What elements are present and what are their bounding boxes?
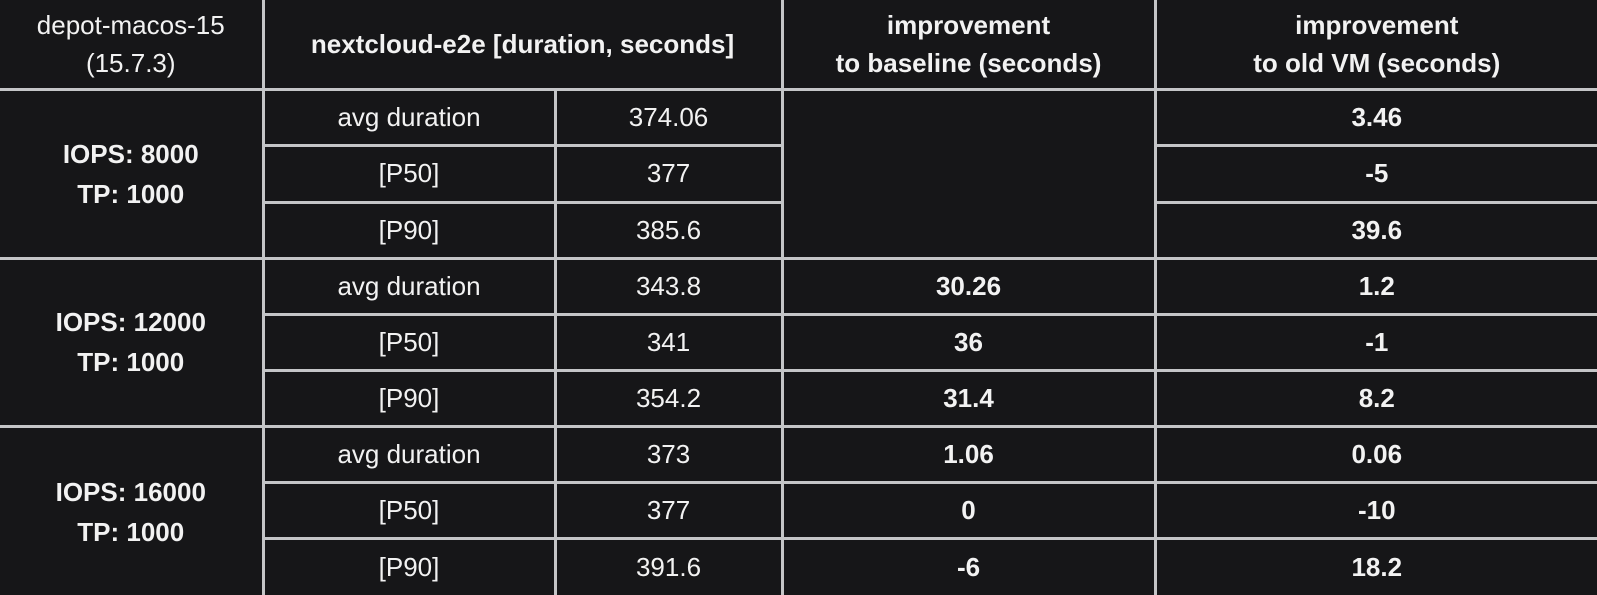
- group-label-iops-12000: IOPS: 12000 TP: 1000: [0, 256, 265, 429]
- header-improvement-oldvm-line2: to old VM (seconds): [1253, 48, 1501, 79]
- baseline-cell: -6: [780, 537, 1157, 595]
- header-improvement-baseline-line2: to baseline (seconds): [835, 48, 1102, 79]
- header-improvement-oldvm-line1: improvement: [1295, 10, 1459, 41]
- table-header-row: depot-macos-15 (15.7.3) nextcloud-e2e [d…: [0, 0, 1597, 92]
- group-label-iops-8000: IOPS: 8000 TP: 1000: [0, 88, 265, 260]
- header-improvement-baseline-line1: improvement: [886, 10, 1051, 41]
- table-row: [P90] 385.6 39.6: [0, 200, 1597, 260]
- baseline-cell: 30.26: [780, 256, 1157, 316]
- duration-cell: 385.6: [553, 200, 784, 260]
- baseline-cell: 36: [780, 312, 1157, 372]
- group-label-tp: TP: 1000: [77, 178, 185, 209]
- table-row: [P50] 377 0 -10: [0, 481, 1597, 541]
- table-row: [P90] 391.6 -6 18.2: [0, 537, 1597, 595]
- oldvm-cell: -5: [1153, 144, 1597, 204]
- table-row: [P50] 341 36 -1: [0, 312, 1597, 372]
- metric-cell: avg duration: [261, 88, 557, 148]
- group-label-tp: TP: 1000: [77, 347, 185, 378]
- header-improvement-baseline: improvement to baseline (seconds): [780, 0, 1157, 92]
- baseline-cell: 0: [780, 481, 1157, 541]
- metric-cell: [P90]: [261, 537, 557, 595]
- group-label-iops: IOPS: 16000: [55, 476, 206, 507]
- header-machine-version: (15.7.3): [85, 48, 176, 79]
- group-label-iops-16000: IOPS: 16000 TP: 1000: [0, 425, 265, 595]
- group-label-iops: IOPS: 12000: [55, 307, 206, 338]
- oldvm-cell: 39.6: [1153, 200, 1597, 260]
- table-row: IOPS: 12000 TP: 1000 avg duration 343.8 …: [0, 256, 1597, 429]
- duration-cell: 343.8: [553, 256, 784, 316]
- header-machine-name: depot-macos-15: [36, 10, 225, 41]
- baseline-cell: 1.06: [780, 425, 1157, 485]
- baseline-cell: 31.4: [780, 368, 1157, 429]
- metric-cell: [P50]: [261, 144, 557, 204]
- duration-cell: 377: [553, 481, 784, 541]
- oldvm-cell: -1: [1153, 312, 1597, 372]
- duration-cell: 374.06: [553, 88, 784, 148]
- table-row: IOPS: 8000 TP: 1000 avg duration 374.06 …: [0, 88, 1597, 260]
- metric-cell: avg duration: [261, 256, 557, 316]
- table-row: IOPS: 16000 TP: 1000 avg duration 373 1.…: [0, 425, 1597, 595]
- oldvm-cell: -10: [1153, 481, 1597, 541]
- duration-cell: 373: [553, 425, 784, 485]
- duration-cell: 354.2: [553, 368, 784, 429]
- oldvm-cell: 0.06: [1153, 425, 1597, 485]
- oldvm-cell: 3.46: [1153, 88, 1597, 148]
- metric-cell: [P90]: [261, 368, 557, 429]
- metric-cell: [P90]: [261, 200, 557, 260]
- metric-cell: avg duration: [261, 425, 557, 485]
- oldvm-cell: 1.2: [1153, 256, 1597, 316]
- header-improvement-oldvm: improvement to old VM (seconds): [1153, 0, 1597, 92]
- group-label-iops: IOPS: 8000: [62, 138, 199, 169]
- header-benchmark: nextcloud-e2e [duration, seconds]: [261, 0, 784, 92]
- oldvm-cell: 8.2: [1153, 368, 1597, 429]
- duration-cell: 377: [553, 144, 784, 204]
- group-label-tp: TP: 1000: [77, 516, 185, 547]
- table-row: [P90] 354.2 31.4 8.2: [0, 368, 1597, 429]
- header-machine: depot-macos-15 (15.7.3): [0, 0, 265, 92]
- duration-cell: 341: [553, 312, 784, 372]
- baseline-empty-merged-cell: [780, 88, 1157, 260]
- table-row: [P50] 377 -5: [0, 144, 1597, 204]
- metric-cell: [P50]: [261, 312, 557, 372]
- duration-cell: 391.6: [553, 537, 784, 595]
- metric-cell: [P50]: [261, 481, 557, 541]
- oldvm-cell: 18.2: [1153, 537, 1597, 595]
